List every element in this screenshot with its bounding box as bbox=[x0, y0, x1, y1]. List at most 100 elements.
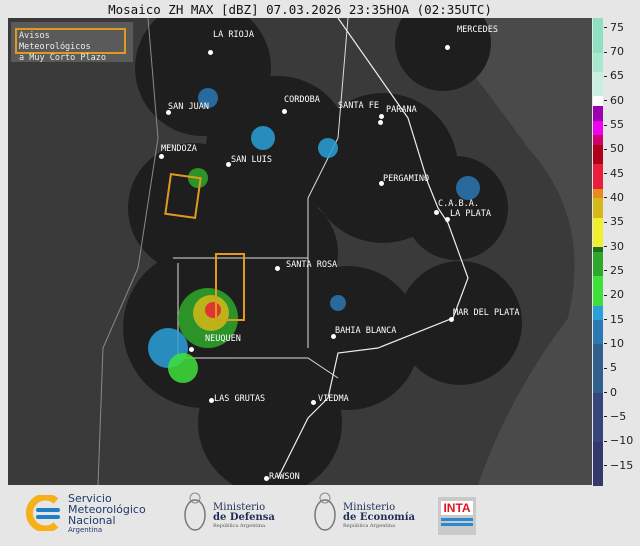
colorbar-tick-label: 50 bbox=[604, 142, 624, 155]
city-marker bbox=[274, 265, 280, 271]
colorbar bbox=[593, 18, 603, 486]
city-label: CORDOBA bbox=[284, 95, 320, 105]
radar-map[interactable]: Avisos Meteorológicos a Muy Corto Plazo … bbox=[8, 18, 592, 485]
city-marker bbox=[448, 316, 454, 322]
radar-echo bbox=[198, 88, 218, 108]
colorbar-segment bbox=[593, 251, 603, 277]
smn-line4: Argentina bbox=[68, 526, 103, 534]
city-marker bbox=[188, 346, 194, 352]
city-marker bbox=[330, 333, 336, 339]
city-marker bbox=[377, 119, 383, 125]
defensa-line2: de Defensa bbox=[213, 512, 275, 523]
radar-coverage-circle bbox=[395, 18, 491, 91]
colorbar-tick-label: 30 bbox=[604, 240, 624, 253]
city-marker bbox=[281, 108, 287, 114]
smn-line3: Nacional bbox=[68, 514, 116, 527]
city-label: MAR DEL PLATA bbox=[453, 308, 520, 318]
colorbar-segment bbox=[593, 275, 603, 306]
economia-line1: Ministerio bbox=[343, 502, 396, 513]
radar-mosaic-layer bbox=[97, 18, 592, 485]
city-marker bbox=[378, 113, 384, 119]
colorbar-segment bbox=[593, 95, 603, 107]
colorbar-segment bbox=[593, 71, 603, 97]
colorbar-tick-label: 15 bbox=[604, 313, 624, 326]
colorbar-tick-label: 35 bbox=[604, 215, 624, 228]
colorbar-segment bbox=[593, 197, 603, 218]
city-marker bbox=[207, 49, 213, 55]
city-label: LA PLATA bbox=[450, 209, 491, 219]
colorbar-tick-label: 25 bbox=[604, 264, 624, 277]
city-marker bbox=[378, 180, 384, 186]
province-border bbox=[177, 198, 339, 379]
smn-line2: Meteorológico bbox=[68, 503, 146, 516]
colorbar-segment bbox=[593, 18, 603, 53]
city-marker bbox=[165, 109, 171, 115]
colorbar-tick-label: 70 bbox=[604, 45, 624, 58]
city-marker bbox=[444, 44, 450, 50]
city-label: PERGAMINO bbox=[383, 174, 430, 184]
colorbar-segment bbox=[593, 392, 603, 442]
colorbar-tick-label: 5 bbox=[604, 361, 617, 374]
city-label: VIEDMA bbox=[318, 394, 349, 404]
city-marker bbox=[208, 397, 214, 403]
city-label: SANTA ROSA bbox=[286, 260, 338, 270]
radar-echo bbox=[251, 126, 275, 150]
coast-line bbox=[277, 18, 469, 479]
colorbar-segment bbox=[593, 217, 603, 248]
avisos-button[interactable]: Avisos Meteorológicos a Muy Corto Plazo bbox=[11, 22, 133, 63]
city-label: NEUQUEN bbox=[205, 334, 241, 344]
smn-line1: Servicio bbox=[68, 492, 112, 505]
warning-polygon bbox=[215, 253, 245, 321]
colorbar-segment bbox=[593, 305, 603, 321]
radar-echo bbox=[205, 302, 221, 318]
city-label: SANTA FE bbox=[338, 101, 379, 111]
city-label: BAHIA BLANCA bbox=[335, 326, 397, 336]
defensa-line1: Ministerio bbox=[213, 502, 266, 513]
city-marker bbox=[158, 153, 164, 159]
city-label: PARANA bbox=[386, 105, 417, 115]
colorbar-tick-label: 20 bbox=[604, 288, 624, 301]
colorbar-tick-label: −5 bbox=[604, 410, 626, 423]
argentina-shield-icon bbox=[184, 492, 206, 531]
colorbar-segment bbox=[593, 188, 603, 199]
radar-echo bbox=[168, 353, 198, 383]
colorbar-segment bbox=[593, 441, 603, 486]
radar-coverage-circle bbox=[404, 156, 508, 260]
city-label: SAN JUAN bbox=[168, 102, 209, 112]
colorbar-segment bbox=[593, 246, 603, 252]
inta-label: INTA bbox=[441, 501, 473, 515]
city-marker bbox=[444, 216, 450, 222]
colorbar-tick-label: 10 bbox=[604, 337, 624, 350]
city-marker bbox=[263, 475, 269, 481]
colorbar-tick-label: 75 bbox=[604, 21, 624, 34]
city-label: LAS GRUTAS bbox=[214, 394, 266, 404]
colorbar-segment bbox=[593, 163, 603, 189]
colorbar-tick-label: 40 bbox=[604, 191, 624, 204]
avisos-line2: a Muy Corto Plazo bbox=[19, 53, 106, 63]
colorbar-segment bbox=[593, 134, 603, 145]
avisos-line1: Avisos Meteorológicos bbox=[19, 31, 91, 52]
colorbar-tick-label: 65 bbox=[604, 69, 624, 82]
city-label: MENDOZA bbox=[161, 144, 197, 154]
border-line bbox=[97, 18, 159, 485]
colorbar-segment bbox=[593, 343, 603, 394]
defensa-line3: República Argentina bbox=[213, 523, 266, 529]
city-label: LA RIOJA bbox=[213, 30, 254, 40]
economia-line2: de Economía bbox=[343, 512, 416, 523]
inta-logo: INTA bbox=[438, 497, 476, 535]
colorbar-tick-label: 45 bbox=[604, 167, 624, 180]
argentina-shield-icon bbox=[314, 492, 336, 531]
footer-logos: Servicio Meteorológico Nacional Argentin… bbox=[0, 486, 640, 546]
smn-logo-icon bbox=[25, 495, 60, 531]
city-marker bbox=[310, 399, 316, 405]
radar-echo bbox=[456, 176, 480, 200]
colorbar-segment bbox=[593, 105, 603, 121]
colorbar-tick-label: 60 bbox=[604, 94, 624, 107]
colorbar-segment bbox=[593, 120, 603, 136]
colorbar-segment bbox=[593, 52, 603, 72]
map-title: Mosaico ZH MAX [dBZ] 07.03.2026 23:35HOA… bbox=[108, 2, 492, 17]
city-marker bbox=[225, 161, 231, 167]
colorbar-tick-label: −10 bbox=[604, 434, 633, 447]
city-label: RAWSON bbox=[269, 472, 300, 482]
economia-line3: República Argentina bbox=[343, 523, 396, 529]
